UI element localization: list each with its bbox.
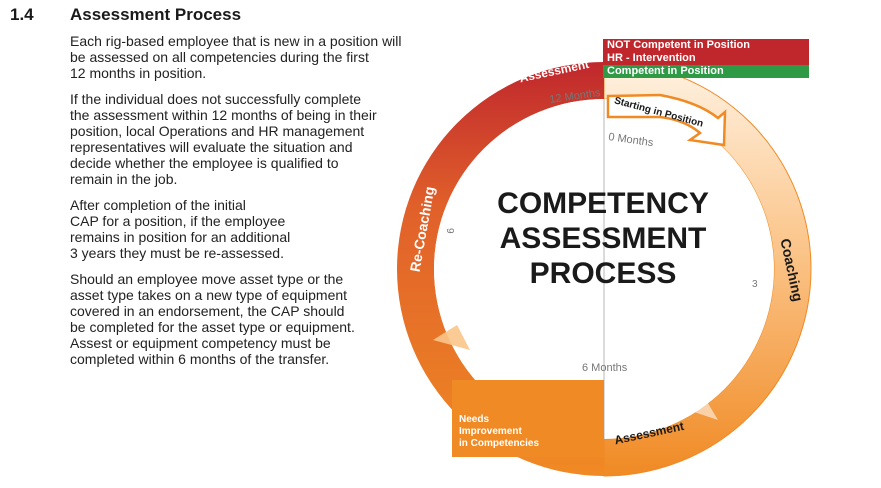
- section-number: 1.4: [10, 5, 34, 24]
- left-chevron-icon: [433, 325, 470, 350]
- legend-not-competent: NOT Competent in Position: [603, 39, 809, 52]
- recoaching-arc: [397, 62, 604, 476]
- diagram-title-line-2: ASSESSMENT: [500, 222, 707, 255]
- diagram-title-line-3: PROCESS: [530, 257, 677, 290]
- nine-months-label: 9: [444, 228, 455, 234]
- body-text: Each rig-based employee that is new in a…: [70, 33, 440, 377]
- starting-arrow: [606, 93, 727, 147]
- competency-cycle-diagram: Assessment Starting in Position Coaching…: [380, 30, 881, 483]
- diagram-title-line-1: COMPETENCY: [497, 187, 709, 220]
- needs-improvement-line-1: Needs: [459, 414, 489, 425]
- paragraph-asset-change: Should an employee move asset type or th…: [70, 271, 355, 367]
- bottom-chevron-icon: [688, 390, 718, 420]
- legend-hr-intervention: HR - Intervention: [603, 52, 809, 65]
- needs-improvement-line-3: in Competencies: [459, 438, 539, 449]
- needs-improvement-box: [452, 380, 604, 457]
- needs-improvement-line-2: Improvement: [459, 426, 522, 437]
- three-months-label: 3: [752, 279, 758, 290]
- paragraph-unsuccessful: If the individual does not successfully …: [70, 91, 377, 187]
- six-months-label: 6 Months: [582, 362, 628, 374]
- legend-competent: Competent in Position: [603, 65, 809, 78]
- paragraph-new-employee: Each rig-based employee that is new in a…: [70, 33, 402, 81]
- cycle-svg: Assessment Starting in Position Coaching…: [397, 57, 812, 477]
- section-title: Assessment Process: [70, 5, 242, 24]
- paragraph-reassessment: After completion of the initial CAP for …: [70, 197, 291, 261]
